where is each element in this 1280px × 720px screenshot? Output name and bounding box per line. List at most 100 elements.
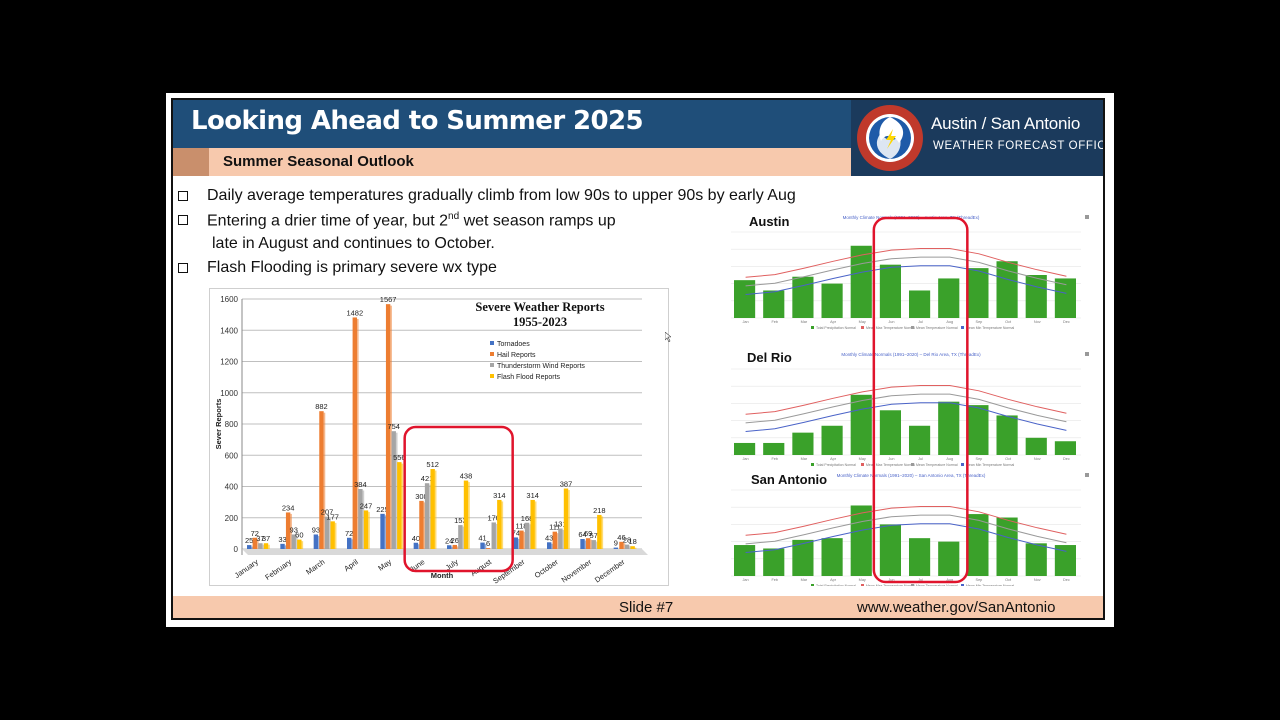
mini-legend-swatch: [961, 463, 964, 466]
bar-shade: [557, 533, 559, 549]
bar: [580, 539, 585, 549]
bar: [597, 514, 602, 549]
data-label: 9: [614, 539, 618, 548]
data-label: 387: [560, 480, 573, 489]
mini-month-label: Jul: [918, 457, 923, 461]
bar: [258, 543, 263, 549]
mini-chart-menu-icon: [1085, 215, 1089, 219]
bar: [285, 512, 291, 549]
max-temp-line: [745, 506, 1067, 536]
bar-shade: [623, 543, 626, 549]
x-tick-label: November: [560, 557, 594, 585]
mean-temp-line: [745, 393, 1067, 424]
precip-bar: [1025, 437, 1047, 455]
precip-bar: [909, 538, 931, 576]
mini-legend-label: Total Precipitation Normal: [816, 584, 856, 586]
mini-month-label: Feb: [771, 457, 778, 461]
slide: Looking Ahead to Summer 2025 Summer Seas…: [166, 93, 1114, 627]
mini-month-label: Nov: [1034, 457, 1041, 461]
y-tick-label: 400: [225, 483, 239, 492]
mini-month-label: Apr: [830, 320, 837, 324]
mini-legend-swatch: [911, 326, 914, 329]
precip-bar: [879, 524, 901, 576]
bar-shade: [334, 522, 337, 549]
mini-month-label: Jul: [918, 578, 923, 582]
data-label: 93: [312, 525, 320, 534]
climate-normals-panel: Monthly Climate Normals (1991–2020) – Au…: [721, 210, 1093, 588]
data-label: 556: [393, 453, 406, 462]
severe-weather-chart-svg: 0200400600800100012001400160025723737Jan…: [214, 295, 648, 586]
slide-frame: Looking Ahead to Summer 2025 Summer Seas…: [171, 98, 1105, 620]
bar: [591, 540, 596, 549]
data-label: 225: [376, 505, 389, 514]
data-label: 168: [521, 514, 534, 523]
data-label: 131: [554, 520, 567, 529]
data-label: 69: [584, 529, 592, 538]
precip-bar: [850, 505, 872, 576]
bar: [585, 538, 591, 549]
data-label: 60: [295, 531, 303, 540]
bar-shade: [295, 535, 298, 549]
precip-bar: [821, 283, 843, 318]
title-bar: Looking Ahead to Summer 2025: [173, 100, 851, 148]
mini-legend-swatch: [861, 463, 864, 466]
footer-bar: Slide #7 www.weather.gov/SanAntonio: [173, 596, 1103, 618]
mini-legend-label: Mean Max Temperature Normal: [866, 326, 915, 330]
data-label: 1482: [346, 308, 363, 317]
data-label: 37: [262, 534, 270, 543]
bar-shade: [529, 524, 531, 549]
legend-swatch: [490, 341, 494, 345]
data-label: 46: [617, 533, 625, 542]
data-label: 72: [251, 529, 259, 538]
bar: [563, 488, 569, 549]
bar: [319, 411, 324, 549]
mini-month-label: Jan: [743, 578, 749, 582]
bar-shade: [384, 515, 387, 549]
data-label: 314: [493, 491, 506, 500]
mini-month-label: Aug: [946, 320, 953, 324]
bullet-2-text: Entering a drier time of year, but 2nd w…: [207, 211, 616, 230]
mini-legend-label: Mean Min Temperature Normal: [966, 326, 1014, 330]
x-axis-label: Month: [431, 571, 454, 580]
bar-shade: [329, 518, 331, 549]
bar-shade: [601, 516, 604, 549]
office-url: www.weather.gov/SanAntonio: [857, 599, 1056, 616]
precip-bar: [879, 410, 901, 455]
bar: [491, 522, 496, 549]
mini-month-label: Jun: [888, 320, 894, 324]
precip-bar: [909, 425, 931, 455]
mini-legend-label: Mean Temperature Normal: [916, 463, 958, 467]
bar: [363, 510, 369, 549]
slide-number: Slide #7: [619, 599, 674, 616]
chart-floor: [242, 549, 648, 555]
bar-shade: [590, 539, 592, 549]
mini-month-label: Aug: [946, 578, 953, 582]
bar-shade: [368, 511, 370, 549]
bar-shade: [568, 490, 570, 549]
data-label: 72: [345, 529, 353, 538]
data-label: 57: [590, 531, 598, 540]
mini-legend-swatch: [911, 463, 914, 466]
bar-shade: [418, 544, 420, 549]
mini-legend-label: Mean Temperature Normal: [916, 584, 958, 586]
bar: [313, 534, 319, 549]
bullet-2-text-b: wet season ramps up: [459, 212, 616, 230]
bar-shade: [495, 523, 498, 549]
bar: [263, 543, 269, 549]
precip-bar: [763, 290, 785, 318]
bar-shade: [629, 546, 631, 549]
precip-bar: [879, 264, 901, 318]
bar-shade: [362, 490, 365, 549]
office-name: Austin / San Antonio: [931, 114, 1081, 133]
mini-legend-label: Mean Temperature Normal: [916, 326, 958, 330]
data-label: 384: [354, 480, 367, 489]
bar: [480, 542, 485, 549]
data-label: 37: [256, 534, 264, 543]
mini-month-label: Mar: [801, 578, 808, 582]
mini-month-label: Dec: [1063, 578, 1070, 582]
bar: [463, 480, 469, 549]
legend-label: Thunderstorm Wind Reports: [497, 363, 585, 370]
precip-bar: [1025, 275, 1047, 318]
bar: [530, 499, 535, 549]
bar: [280, 543, 285, 549]
